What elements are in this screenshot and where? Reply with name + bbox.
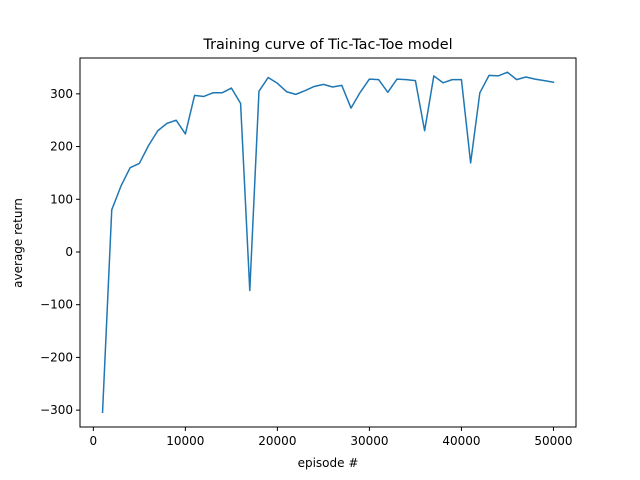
y-tick-label: −200 <box>40 350 73 364</box>
y-axis-label: average return <box>11 198 25 288</box>
x-tick-label: 20000 <box>258 434 296 448</box>
y-tick-label: −100 <box>40 298 73 312</box>
y-tick-label: 100 <box>50 192 73 206</box>
y-tick-label: 200 <box>50 140 73 154</box>
x-tick-label: 0 <box>90 434 98 448</box>
x-tick-label: 30000 <box>350 434 388 448</box>
series-line <box>101 71 555 414</box>
y-tick-label: 0 <box>65 245 73 259</box>
x-tick-label: 10000 <box>166 434 204 448</box>
x-tick-label: 50000 <box>534 434 572 448</box>
y-tick-label: −300 <box>40 403 73 417</box>
axes-frame <box>79 57 577 428</box>
plot-area <box>101 71 555 414</box>
y-tick-label: 300 <box>50 87 73 101</box>
x-axis-label: episode # <box>298 456 359 470</box>
x-tick-label: 40000 <box>442 434 480 448</box>
axis-ticks: 0 10000 20000 30000 40000 50000 −300 −200 −100 0 1… <box>40 87 573 448</box>
chart-title: Training curve of Tic-Tac-Toe model <box>202 37 452 53</box>
